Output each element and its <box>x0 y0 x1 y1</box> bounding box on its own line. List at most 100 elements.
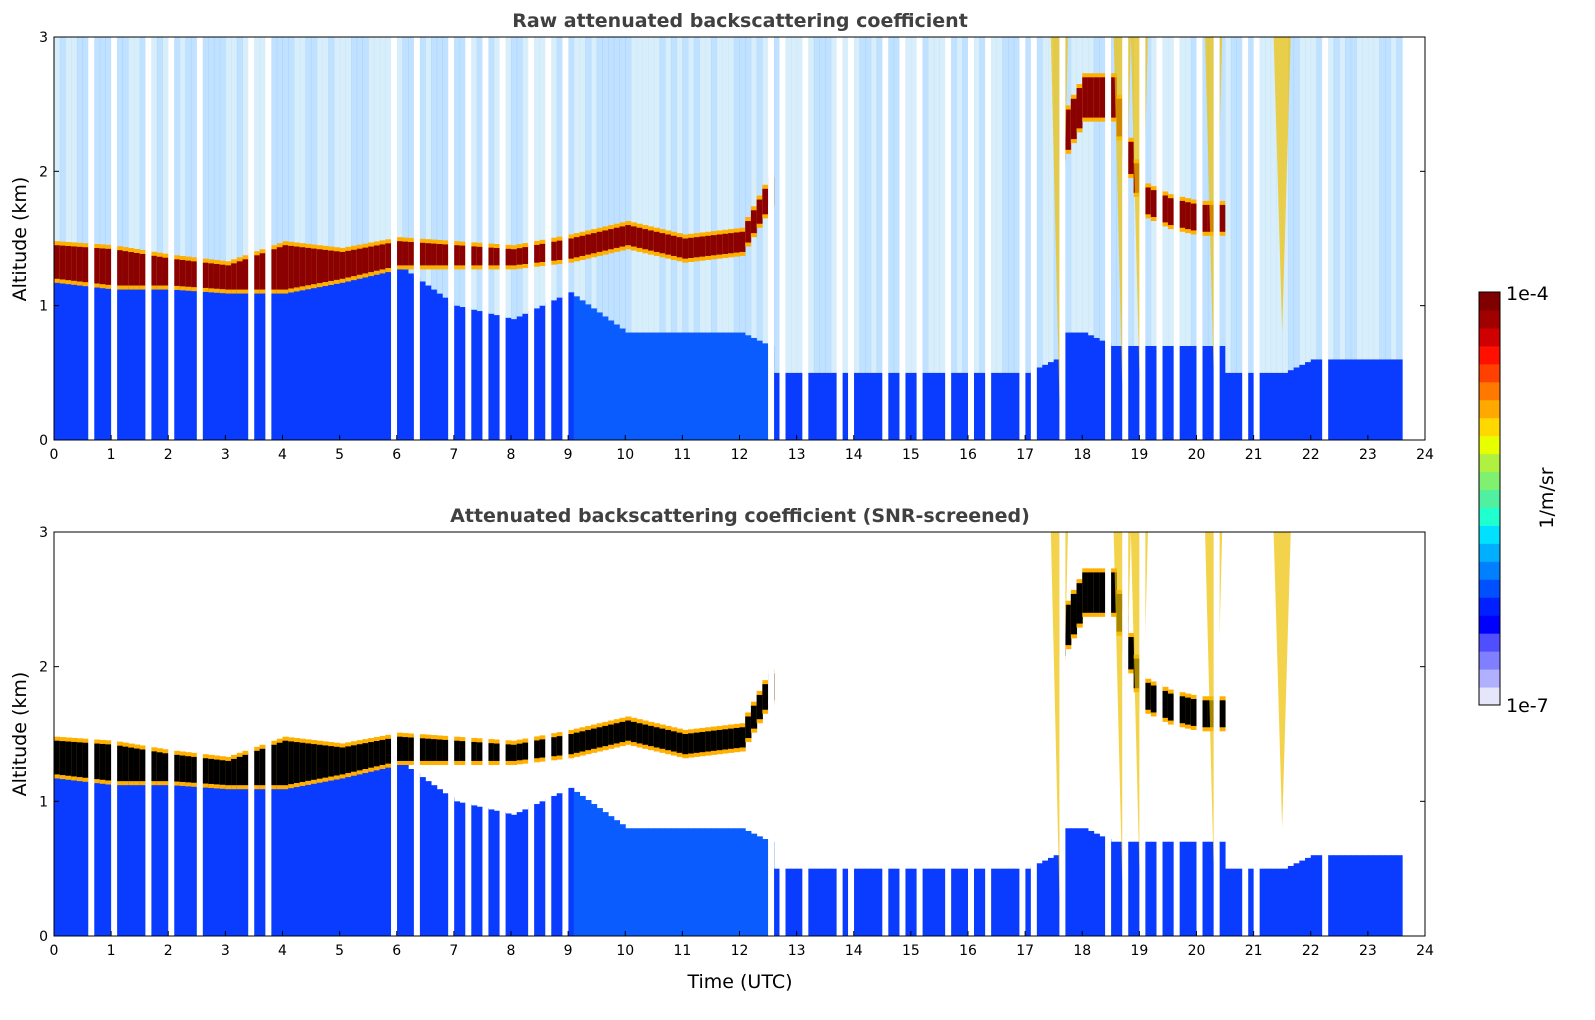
heatmap-cell-aerosol <box>162 781 169 936</box>
heatmap-cell-cloud <box>379 739 386 765</box>
heatmap-cell-aerosol <box>973 372 980 440</box>
heatmap-cell-noise <box>1179 37 1186 346</box>
data-gap <box>1059 37 1066 440</box>
heatmap-cell-aerosol <box>276 785 283 936</box>
heatmap-cell-aerosol <box>305 780 312 936</box>
heatmap-cell-cloud <box>419 738 426 761</box>
heatmap-cell-aerosol <box>191 782 198 936</box>
heatmap-cell-aerosol <box>1053 855 1060 936</box>
heatmap-cell-cloud <box>1076 88 1083 129</box>
y-tick-label: 0 <box>39 433 48 449</box>
heatmap-cell-cloud <box>242 259 249 290</box>
heatmap-cell-noise <box>825 37 832 373</box>
heatmap-cell-aerosol <box>670 332 678 440</box>
heatmap-cell-cloud <box>505 744 512 761</box>
heatmap-cell-aerosol <box>813 372 820 440</box>
data-gap <box>1173 532 1180 936</box>
heatmap-cell-aerosol <box>299 286 306 440</box>
heatmap-cell-cloud <box>356 744 363 771</box>
heatmap-cell-cloud <box>1190 698 1197 726</box>
heatmap-cell-cloud <box>676 732 683 753</box>
heatmap-cell-aerosol <box>156 285 164 440</box>
heatmap-cell-aerosol <box>436 789 443 936</box>
heatmap-cell-aerosol <box>716 828 723 936</box>
x-tick-label: 24 <box>1416 447 1434 463</box>
heatmap-cell-aerosol <box>608 320 615 440</box>
heatmap-cell-noise <box>139 37 146 286</box>
heatmap-cell-aerosol <box>1385 359 1392 440</box>
heatmap-cell-cloud <box>739 727 746 748</box>
x-tick-label: 24 <box>1416 943 1434 959</box>
heatmap-cell-aerosol <box>676 828 683 936</box>
heatmap-cell-cloud <box>453 740 461 761</box>
x-tick-label: 23 <box>1359 447 1377 463</box>
heatmap-cell-aerosol <box>185 782 192 936</box>
heatmap-cell-aerosol <box>59 279 66 440</box>
heatmap-cell-cloud <box>368 742 375 768</box>
heatmap-cell-noise <box>642 37 649 333</box>
heatmap-cell-noise <box>453 37 461 306</box>
x-tick-label: 5 <box>335 447 344 463</box>
heatmap-cell-aerosol <box>76 777 84 936</box>
heatmap-cell-aerosol <box>842 868 849 936</box>
heatmap-cell-aerosol <box>613 820 621 936</box>
heatmap-cell-noise <box>630 37 638 333</box>
heatmap-cell-aerosol <box>1345 855 1352 936</box>
heatmap-cell-noise <box>750 37 758 338</box>
heatmap-cell-aerosol <box>431 785 438 936</box>
heatmap-cell-cloud <box>402 737 409 761</box>
heatmap-cell-noise <box>408 37 415 274</box>
heatmap-cell-noise <box>733 37 740 333</box>
heatmap-cell-aerosol <box>379 269 386 440</box>
heatmap-cell-noise <box>636 37 643 333</box>
heatmap-cell-aerosol <box>1013 868 1020 936</box>
heatmap-cell-cloud <box>65 741 72 776</box>
heatmap-cell-cloud <box>276 247 283 290</box>
heatmap-cell-aerosol <box>1282 868 1289 936</box>
heatmap-cell-aerosol <box>905 372 912 440</box>
heatmap-cell-noise <box>670 37 678 333</box>
heatmap-cell-cloud <box>305 247 312 286</box>
heatmap-cell-aerosol <box>151 285 158 440</box>
heatmap-cell-noise <box>865 37 872 373</box>
heatmap-cell-noise <box>596 37 603 313</box>
heatmap-cell-aerosol <box>1350 359 1357 440</box>
heatmap-cell-cloud <box>608 229 615 250</box>
heatmap-cell-noise <box>888 37 895 373</box>
x-tick-label: 11 <box>673 943 691 959</box>
colorbar-swatch <box>1479 633 1500 652</box>
heatmap-cell-aerosol <box>236 289 244 440</box>
heatmap-cell-aerosol <box>1025 868 1032 936</box>
heatmap-cell-noise <box>1036 37 1043 368</box>
heatmap-cell-cloud <box>1093 77 1100 118</box>
x-tick-label: 18 <box>1073 447 1091 463</box>
heatmap-cell-aerosol <box>1327 855 1335 936</box>
heatmap-cell-aerosol <box>1287 865 1295 936</box>
heatmap-cell-aerosol <box>579 795 586 936</box>
data-gap <box>528 37 535 440</box>
heatmap-cell-cloud <box>670 235 678 256</box>
heatmap-cell-cloud <box>516 743 523 761</box>
heatmap-cell-cloud <box>93 743 101 780</box>
heatmap-cell-aerosol <box>745 335 752 440</box>
heatmap-cell-aerosol <box>316 283 323 440</box>
heatmap-cell-noise <box>619 37 626 329</box>
heatmap-cell-cloud <box>522 247 529 265</box>
y-axis-label-bottom: Altitude (km) <box>9 672 31 797</box>
heatmap-cell-cloud <box>533 244 541 263</box>
heatmap-cell-aerosol <box>431 289 438 440</box>
heatmap-cell-aerosol <box>213 288 221 440</box>
heatmap-cell-aerosol <box>956 372 963 440</box>
heatmap-cell-aerosol <box>402 764 409 936</box>
x-tick-label: 23 <box>1359 943 1377 959</box>
x-tick-label: 5 <box>335 943 344 959</box>
heatmap-cell-noise <box>785 37 792 373</box>
data-gap <box>248 37 255 440</box>
colorbar-min-label: 1e-7 <box>1506 695 1549 717</box>
heatmap-cell-aerosol <box>653 332 661 440</box>
heatmap-cell-noise <box>316 37 323 284</box>
heatmap-cell-noise <box>1230 37 1237 373</box>
heatmap-cell-aerosol <box>442 793 449 936</box>
heatmap-cell-aerosol <box>1070 828 1078 936</box>
heatmap-cell-noise <box>1087 37 1095 336</box>
